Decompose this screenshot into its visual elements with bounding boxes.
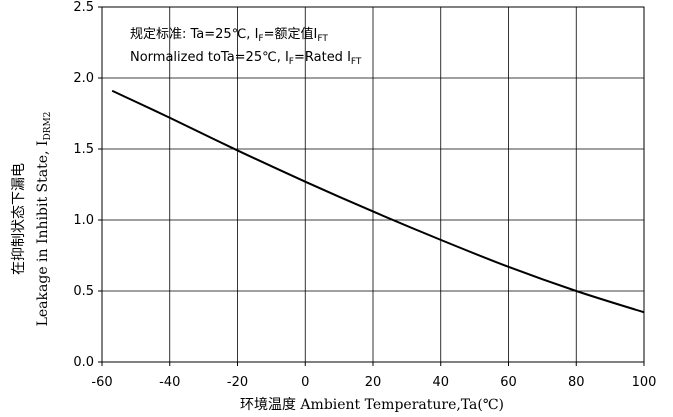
y-axis-label-en: Leakage in Inhibit State, IDRM2	[35, 112, 53, 327]
y-tick-label: 0.5	[73, 284, 94, 299]
x-tick-label: 40	[432, 375, 449, 390]
series-layer	[111, 89, 645, 314]
x-tick-label: 60	[500, 375, 517, 390]
y-tick-label: 2.0	[73, 71, 94, 86]
leakage-curve	[111, 89, 645, 314]
annotation-line-2: Normalized toTa=25℃, IF=Rated IFT	[130, 50, 362, 67]
y-tick-label: 0.0	[73, 355, 94, 370]
x-tick-label: -60	[91, 375, 112, 390]
annotation-line-1: 规定标准: Ta=25℃, IF=额定值IFT	[130, 26, 328, 44]
plot-frame	[101, 6, 645, 363]
x-tick-label: -40	[159, 375, 180, 390]
x-tick-label: 20	[365, 375, 382, 390]
x-axis-label: 环境温度 Ambient Temperature,Ta(℃)	[240, 397, 504, 413]
x-tick-label: 0	[301, 375, 309, 390]
x-tick-label: 100	[632, 375, 657, 390]
x-tick-label: -20	[227, 375, 248, 390]
y-tick-label: 1.5	[73, 142, 94, 157]
x-tick-label: 80	[568, 375, 585, 390]
y-axis-label-cn: 在抑制状态下漏电	[11, 163, 27, 275]
y-tick-label: 1.0	[73, 213, 94, 228]
y-tick-label: 2.5	[73, 0, 94, 15]
tick-labels: -60 -40 -20 0 20 40 60 80 100 0.0 0.5 1.0 1.5 2.0 2.5	[73, 0, 656, 390]
